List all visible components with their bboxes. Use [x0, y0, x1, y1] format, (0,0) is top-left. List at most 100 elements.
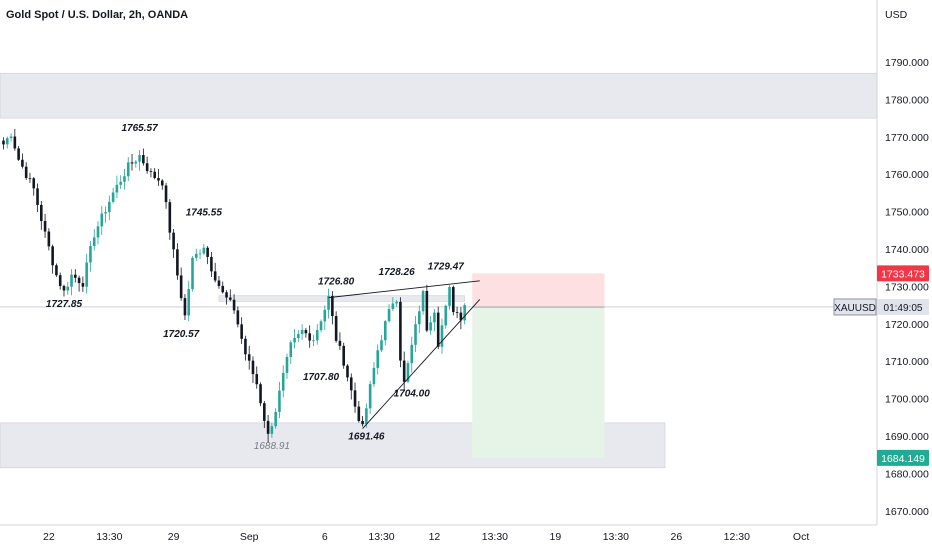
time-tick-label: 26 [670, 531, 682, 543]
candle-body [17, 148, 20, 160]
price-tick-label: 1730.000 [885, 281, 929, 293]
candle [312, 334, 315, 346]
candle-body [255, 374, 259, 385]
candle [176, 243, 179, 280]
candle [62, 284, 66, 297]
price-annotation: 1728.26 [379, 267, 416, 278]
candle [153, 168, 156, 180]
time-tick-label: 6 [322, 531, 328, 543]
candle-body [380, 340, 383, 351]
candle-body [414, 324, 417, 345]
take-profit-zone [472, 306, 605, 458]
price-tick-label: 1750.000 [885, 207, 929, 219]
candle-body [108, 201, 111, 213]
price-tick-label: 1720.000 [885, 319, 929, 331]
candle [338, 332, 342, 350]
candle [387, 304, 391, 323]
candle [266, 414, 270, 443]
candle-body [365, 408, 368, 425]
candle-body [164, 185, 168, 203]
candle [315, 323, 319, 345]
candle [96, 221, 100, 245]
price-annotation: 1704.00 [394, 389, 431, 400]
candle [74, 269, 77, 283]
candle-body [421, 290, 425, 312]
candle-body [92, 237, 96, 247]
candle [225, 290, 228, 305]
time-axis[interactable]: 22 13:30 29 Sep 6 13:30 12 13:30 19 13:30 26 12:30 O… [43, 531, 809, 543]
price-annotation: 1745.55 [186, 207, 223, 218]
candle [40, 201, 43, 230]
candle [308, 325, 311, 348]
candle [429, 316, 432, 335]
candle [376, 344, 380, 375]
candle [47, 228, 51, 251]
candle-body [221, 285, 225, 293]
drawings-layer [328, 280, 481, 429]
candle-body [452, 287, 455, 313]
candle-body [51, 246, 54, 266]
candle [2, 137, 5, 150]
candle [221, 281, 225, 294]
candle-body [24, 166, 28, 178]
candle [66, 281, 70, 295]
price-axis[interactable]: 1790.000 1780.000 1770.000 1760.000 1750.000… [885, 57, 929, 518]
candle [17, 145, 20, 161]
symbol-tag [833, 298, 877, 316]
candle-body [9, 136, 13, 139]
candle-body [176, 249, 179, 276]
candle [323, 305, 327, 331]
candle [58, 272, 62, 290]
candle-body [289, 342, 293, 357]
candle-body [293, 338, 296, 343]
candle-body [274, 411, 277, 427]
time-tick-label: 22 [43, 531, 55, 543]
candle-body [383, 321, 387, 341]
candle [43, 213, 47, 238]
candle-body [126, 162, 130, 177]
candle [289, 340, 293, 364]
price-tick-label: 1700.000 [885, 394, 929, 406]
candle-body [55, 265, 58, 276]
candle [433, 309, 436, 332]
candle-body [297, 334, 300, 339]
candle [142, 148, 145, 166]
time-tick-label: 12 [429, 531, 441, 543]
candle [383, 320, 387, 346]
price-annotation: 1707.80 [303, 372, 340, 383]
price-annotation-low: 1688.91 [254, 441, 290, 452]
candle-body [372, 367, 376, 385]
candle-body [172, 232, 175, 250]
candle-body [70, 274, 73, 287]
candle [164, 182, 168, 209]
candle [255, 366, 259, 389]
annotations-layer: 1765.57 1745.55 1727.85 1720.57 1726.80 1728.… [46, 123, 464, 452]
candle [157, 169, 160, 186]
candle [206, 246, 209, 265]
candle [104, 206, 107, 223]
candle [51, 244, 54, 274]
candle-body [444, 305, 448, 326]
candle [24, 162, 28, 181]
candle-body [47, 231, 51, 247]
candle-body [123, 176, 126, 182]
candle [191, 256, 194, 292]
candle [391, 297, 395, 311]
candle [240, 317, 243, 344]
candle-body [334, 316, 338, 341]
candle-body [32, 178, 36, 189]
candle [89, 241, 92, 272]
candle [259, 382, 262, 407]
candle [236, 306, 240, 328]
candle [134, 160, 138, 168]
candle [448, 284, 451, 310]
candle-body [247, 354, 251, 361]
candle [278, 381, 281, 419]
candle-body [459, 312, 463, 321]
price-tick-label: 1790.000 [885, 57, 929, 69]
candle-body [361, 420, 364, 425]
candle-body [455, 312, 459, 313]
symbol-label: XAUUSD [834, 303, 876, 314]
candle-body [406, 363, 410, 382]
